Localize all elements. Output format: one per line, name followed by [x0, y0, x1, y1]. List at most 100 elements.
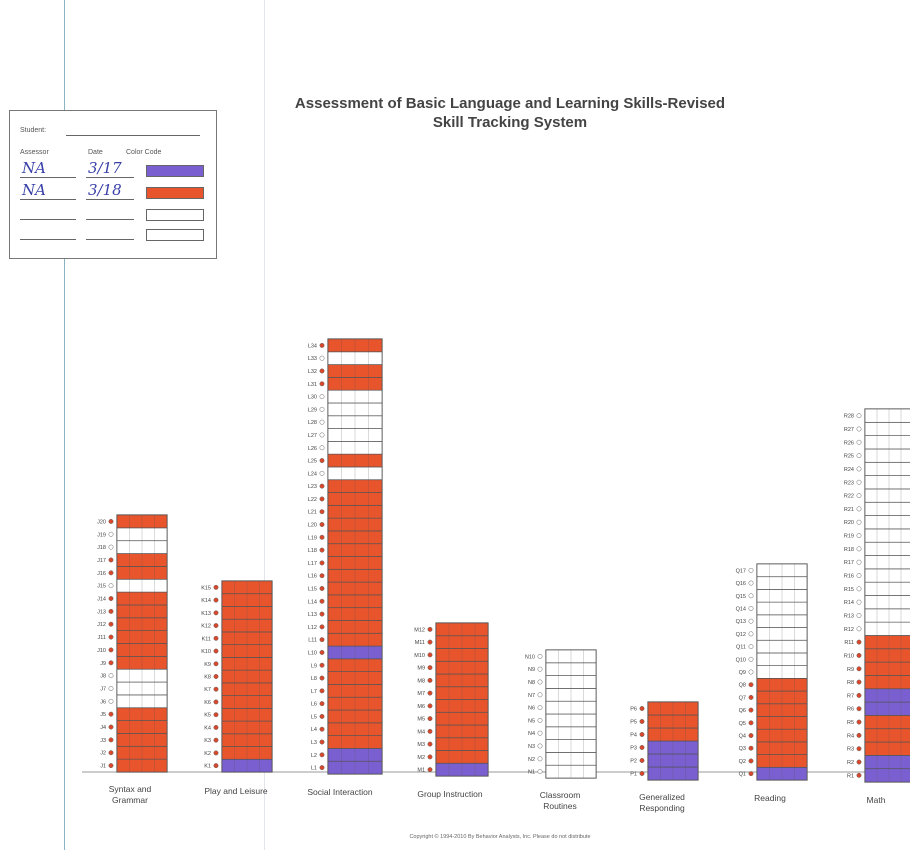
- skill-status-dot: [537, 692, 543, 698]
- skill-status-dot: [856, 679, 862, 685]
- skill-id-label: L24: [308, 471, 317, 477]
- skill-status-dot: [108, 750, 114, 756]
- skill-id-label: K7: [204, 687, 211, 693]
- category-label: Syntax and Grammar: [108, 784, 152, 805]
- skill-status-dot: [108, 570, 114, 576]
- skill-id-label: Q10: [736, 657, 746, 663]
- skill-status-dot: [856, 573, 862, 578]
- skill-id-label: Q5: [739, 721, 746, 727]
- skill-id-label: Q15: [736, 594, 746, 600]
- left-binder-line: [64, 0, 65, 850]
- skill-status-dot: [319, 765, 325, 771]
- skill-status-dot: [319, 726, 325, 732]
- skill-cell: [864, 488, 910, 503]
- skill-status-dot: [213, 674, 219, 679]
- skill-id-label: J5: [100, 712, 106, 718]
- student-label: Student:: [20, 127, 47, 134]
- skill-id-label: J11: [98, 635, 106, 641]
- skill-id-label: L19: [308, 535, 317, 541]
- skill-id-label: N4: [528, 731, 535, 737]
- skill-status-dot: [108, 531, 114, 537]
- skill-id-label: R24: [844, 467, 854, 473]
- date-4-line: [86, 239, 134, 240]
- date-2-line: [86, 199, 134, 200]
- skill-status-dot: [639, 758, 645, 763]
- skill-id-label: R25: [844, 454, 854, 460]
- skill-id-label: Q12: [736, 632, 746, 638]
- skill-status-dot: [856, 453, 862, 459]
- skill-status-dot: [856, 466, 862, 472]
- skill-id-label: J7: [100, 686, 106, 692]
- skill-id-label: M8: [417, 678, 425, 684]
- color-swatch-3: [146, 209, 204, 221]
- skill-status-dot: [748, 720, 754, 726]
- skill-status-dot: [748, 656, 754, 662]
- skill-id-label: Q4: [739, 734, 746, 740]
- skill-id-label: M1: [417, 768, 425, 774]
- skill-id-label: L3: [311, 740, 317, 746]
- skill-status-dot: [108, 608, 114, 614]
- skill-id-label: L29: [308, 407, 317, 413]
- skill-id-label: L30: [308, 395, 317, 401]
- skill-status-dot: [748, 567, 754, 573]
- skill-id-label: Q6: [739, 708, 746, 714]
- skill-id-label: L23: [308, 484, 317, 490]
- skill-cell: [864, 448, 910, 463]
- skill-status-dot: [213, 724, 219, 730]
- skill-id-label: J18: [97, 545, 106, 551]
- skill-id-label: J15: [97, 584, 106, 590]
- skill-status-dot: [537, 730, 543, 736]
- color-swatch-1: [146, 165, 204, 177]
- skill-id-label: P1: [630, 772, 637, 778]
- skill-id-label: L32: [308, 369, 317, 375]
- skill-status-dot: [108, 673, 114, 679]
- skill-id-label: L15: [308, 586, 317, 592]
- skill-status-dot: [856, 599, 862, 605]
- skill-id-label: J9: [100, 661, 106, 667]
- skill-id-label: N10: [525, 654, 535, 660]
- skill-status-dot: [856, 586, 862, 592]
- copyright-note: Copyright © 1994-2010 By Behavior Analys…: [409, 834, 591, 840]
- skill-id-label: R7: [847, 693, 854, 699]
- skill-status-dot: [319, 573, 325, 579]
- skill-status-dot: [319, 355, 325, 361]
- skill-status-dot: [856, 652, 862, 658]
- skill-status-dot: [108, 544, 114, 550]
- skill-id-label: L2: [311, 753, 317, 759]
- skill-id-label: R20: [844, 520, 854, 526]
- skill-id-label: R22: [844, 494, 854, 500]
- skill-status-dot: [213, 648, 219, 654]
- skill-status-dot: [856, 626, 862, 632]
- skill-id-label: L31: [308, 382, 317, 388]
- skill-status-dot: [856, 719, 862, 725]
- skill-status-dot: [108, 763, 114, 769]
- skill-status-dot: [639, 732, 645, 737]
- skill-id-label: M3: [417, 742, 425, 748]
- skill-status-dot: [537, 769, 543, 775]
- skill-id-label: R15: [844, 587, 854, 593]
- skill-status-dot: [537, 653, 543, 659]
- skill-id-label: R10: [844, 653, 854, 659]
- date-1-line: [86, 177, 134, 178]
- skill-id-label: K10: [201, 649, 211, 655]
- skill-id-label: M4: [417, 729, 425, 735]
- skill-status-dot: [537, 743, 543, 749]
- skill-cell: [864, 755, 910, 770]
- skill-id-label: P3: [630, 746, 637, 752]
- skill-id-label: R28: [844, 414, 854, 420]
- skill-status-dot: [108, 518, 114, 524]
- skill-status-dot: [639, 706, 645, 711]
- skill-status-dot: [319, 611, 325, 617]
- category-label: Classroom Routines: [539, 790, 581, 811]
- title-line-2: Skill Tracking System: [432, 114, 588, 131]
- skill-id-label: R27: [844, 427, 854, 433]
- skill-status-dot: [319, 394, 325, 400]
- skill-status-dot: [748, 733, 754, 738]
- skill-id-label: K11: [202, 636, 211, 642]
- skill-cell: [864, 635, 910, 650]
- title-line-1: Assessment of Basic Language and Learnin…: [294, 95, 726, 112]
- skill-id-label: Q7: [739, 695, 746, 701]
- skill-id-label: J13: [97, 609, 106, 615]
- skill-id-label: K15: [201, 585, 211, 591]
- skill-status-dot: [748, 745, 754, 751]
